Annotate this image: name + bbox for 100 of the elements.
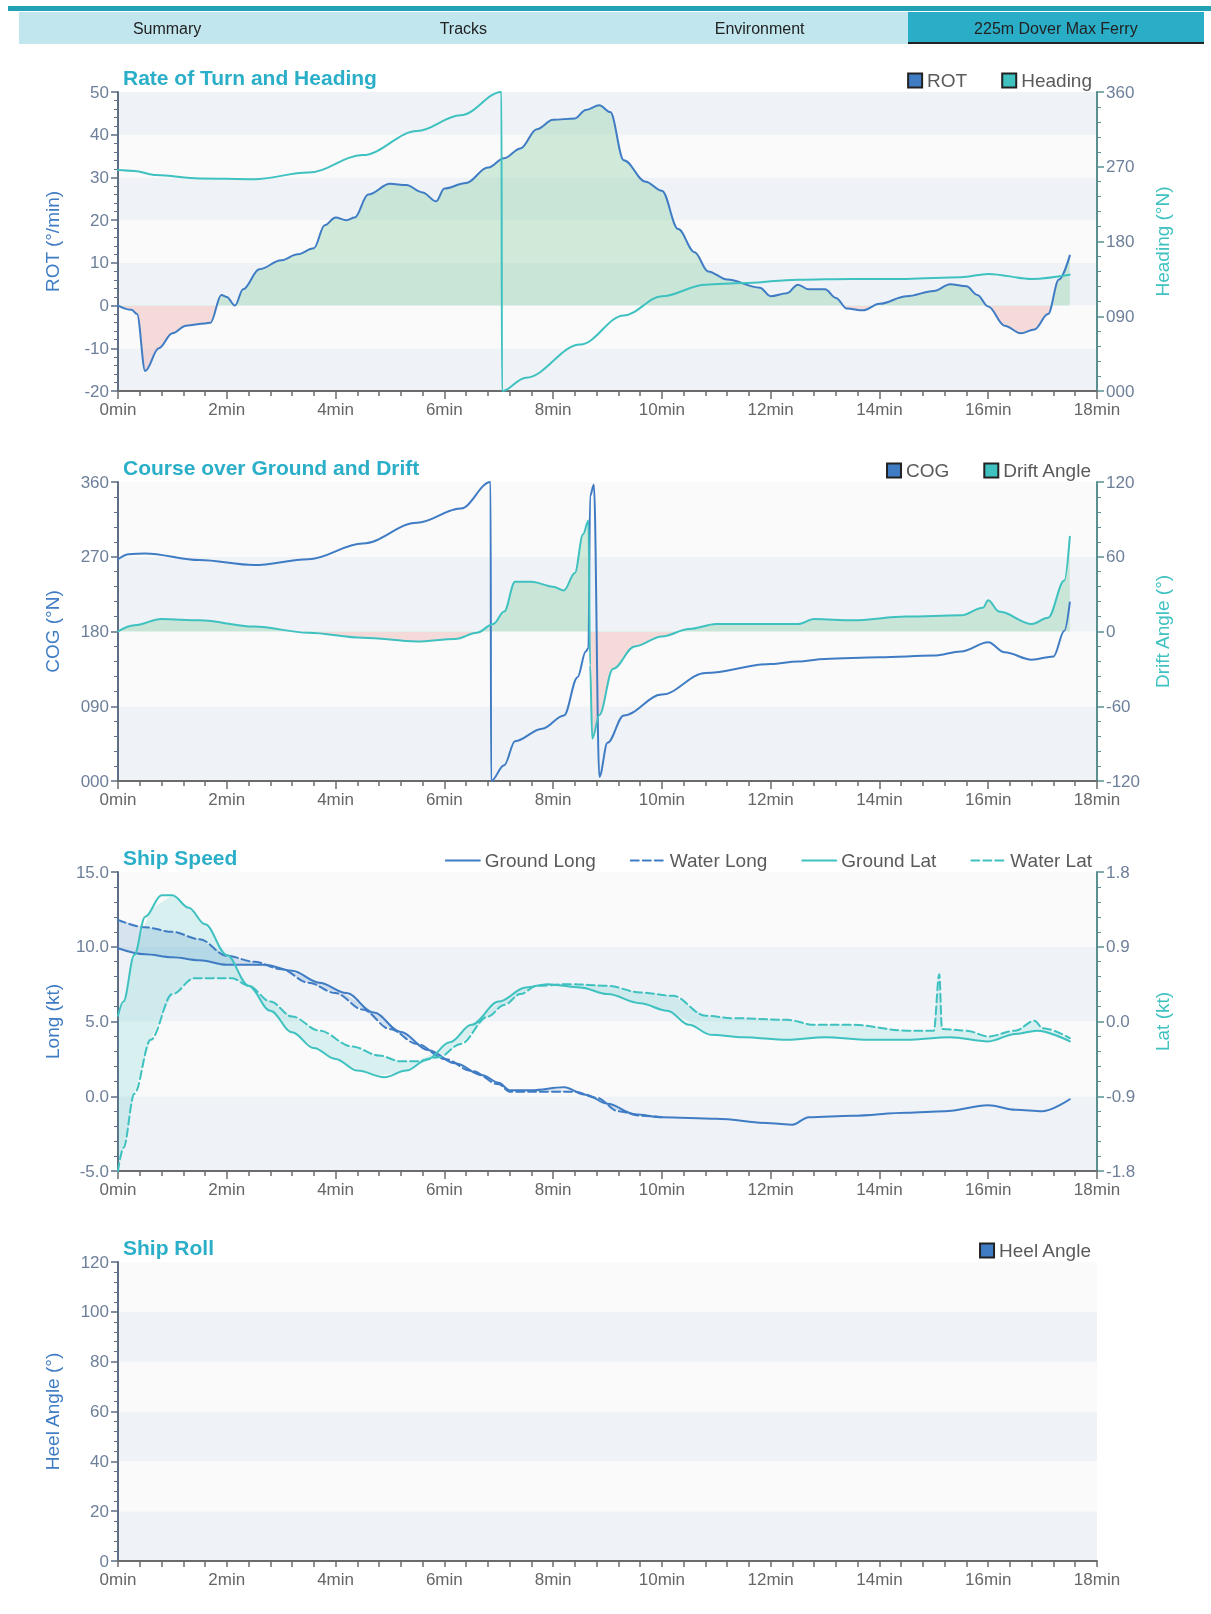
x-tick-label: 10min [638, 400, 686, 419]
x-tick-label: 8min [534, 790, 572, 809]
x-tick-label: 18min [1073, 1180, 1121, 1199]
x-tick-label: 18min [1073, 1570, 1121, 1589]
x-tick-label: 12min [747, 400, 794, 419]
y-tick-label: 180 [80, 622, 109, 641]
x-tick-label: 16min [965, 1570, 1012, 1589]
y2-axis-title: Heading (°N) [1152, 186, 1173, 297]
y-tick-label: 120 [80, 1252, 109, 1272]
x-tick-label: 10min [638, 1570, 686, 1589]
legend-label: Heel Angle [999, 1240, 1091, 1261]
chart-title: Ship Speed [123, 846, 238, 869]
y-tick-label: 100 [80, 1302, 109, 1322]
legend-label: ROT [927, 70, 968, 91]
y2-axis-title: Lat (kt) [1152, 991, 1173, 1052]
x-tick-label: 18min [1073, 790, 1121, 809]
x-tick-label: 2min [208, 400, 246, 419]
legend-label: COG [906, 460, 950, 481]
y-tick-label: 360 [80, 472, 109, 492]
y-tick-label: 5.0 [85, 1012, 109, 1031]
chart-title: Course over Ground and Drift [123, 456, 420, 479]
y-tick-label: 090 [80, 696, 109, 716]
y2-tick-label: -1.8 [1106, 1161, 1136, 1181]
y-tick-label: 50 [90, 82, 109, 102]
text: Environment [611, 12, 908, 44]
x-tick-label: 16min [965, 790, 1012, 809]
x-tick-label: 10min [638, 1180, 686, 1199]
y2-tick-label: 180 [1106, 232, 1135, 251]
x-tick-label: 14min [856, 790, 903, 809]
y2-tick-label: 1.8 [1106, 862, 1130, 882]
chart-title: Rate of Turn and Heading [123, 66, 377, 89]
y-tick-label: 0.0 [85, 1086, 109, 1106]
x-tick-label: 4min [317, 1180, 354, 1199]
legend-label: Drift Angle [1003, 460, 1091, 481]
y-tick-label: 30 [90, 167, 109, 187]
y2-tick-label: 120 [1106, 472, 1135, 492]
y-tick-label: 40 [90, 1451, 109, 1471]
y-tick-label: 40 [90, 125, 109, 145]
x-tick-label: 2min [208, 1180, 246, 1199]
x-tick-label: 6min [425, 1570, 463, 1589]
y-tick-label: -10 [84, 338, 109, 358]
y-tick-label: 20 [90, 210, 109, 230]
legend-label: Heading [1021, 70, 1092, 91]
y-tick-label: 10 [90, 253, 109, 273]
x-tick-label: 0min [99, 400, 137, 419]
x-tick-label: 14min [856, 1570, 903, 1589]
text: Summary [19, 12, 316, 44]
x-tick-label: 0min [99, 1180, 137, 1199]
x-tick-label: 12min [747, 790, 794, 809]
y-tick-label: 000 [80, 771, 109, 791]
y2-tick-label: 360 [1106, 82, 1135, 102]
x-tick-label: 0min [99, 1570, 137, 1589]
y-axis-title: COG (°N) [42, 590, 63, 673]
y2-tick-label: -0.9 [1106, 1086, 1136, 1106]
x-tick-label: 4min [317, 790, 354, 809]
x-tick-label: 6min [425, 790, 463, 809]
text: 225m Dover Max Ferry [907, 12, 1204, 44]
y2-tick-label: 0 [1106, 622, 1116, 641]
x-tick-label: 14min [856, 400, 903, 419]
line-series [117, 481, 1071, 782]
x-tick-label: 8min [534, 1570, 572, 1589]
y-tick-label: 60 [90, 1402, 109, 1421]
x-tick-label: 2min [208, 1570, 246, 1589]
legend-label: Ground Lat [841, 850, 938, 871]
y-tick-label: 10.0 [75, 937, 109, 957]
x-tick-label: 4min [317, 400, 354, 419]
y-tick-label: 15.0 [75, 862, 109, 882]
text: Tracks [315, 12, 612, 44]
y-tick-label: 80 [90, 1352, 109, 1372]
x-tick-label: 10min [638, 790, 686, 809]
y-axis-title: ROT (°/min) [42, 190, 63, 293]
chart-title: Ship Roll [123, 1236, 214, 1259]
x-tick-label: 6min [425, 400, 463, 419]
y2-tick-label: 0.9 [1106, 937, 1130, 957]
x-tick-label: 16min [965, 1180, 1012, 1199]
x-tick-label: 18min [1073, 400, 1121, 419]
x-tick-label: 2min [208, 790, 246, 809]
y2-tick-label: 270 [1106, 157, 1135, 177]
y-tick-label: 0 [99, 296, 109, 316]
legend-label: Water Long [669, 850, 768, 871]
y2-tick-label: 000 [1106, 381, 1135, 401]
legend-label: Water Lat [1010, 850, 1093, 871]
x-tick-label: 4min [317, 1570, 354, 1589]
y-axis-title: Long (kt) [42, 984, 63, 1059]
legend-label: Ground Long [484, 850, 596, 871]
y-tick-label: 270 [80, 547, 109, 567]
x-tick-label: 12min [747, 1570, 794, 1589]
y-tick-label: 20 [90, 1501, 109, 1521]
y-axis-title: Heel Angle (°) [42, 1352, 63, 1471]
x-tick-label: 16min [965, 400, 1012, 419]
x-tick-label: 0min [99, 790, 137, 809]
y2-tick-label: 60 [1106, 547, 1125, 567]
y-tick-label: 0 [99, 1551, 109, 1571]
x-tick-label: 6min [425, 1180, 463, 1199]
x-tick-label: 8min [534, 1180, 572, 1199]
y2-tick-label: 090 [1106, 306, 1135, 326]
y-tick-label: -5.0 [79, 1161, 109, 1181]
y2-axis-title: Drift Angle (°) [1152, 574, 1173, 689]
x-tick-label: 8min [534, 400, 572, 419]
x-tick-label: 14min [856, 1180, 903, 1199]
